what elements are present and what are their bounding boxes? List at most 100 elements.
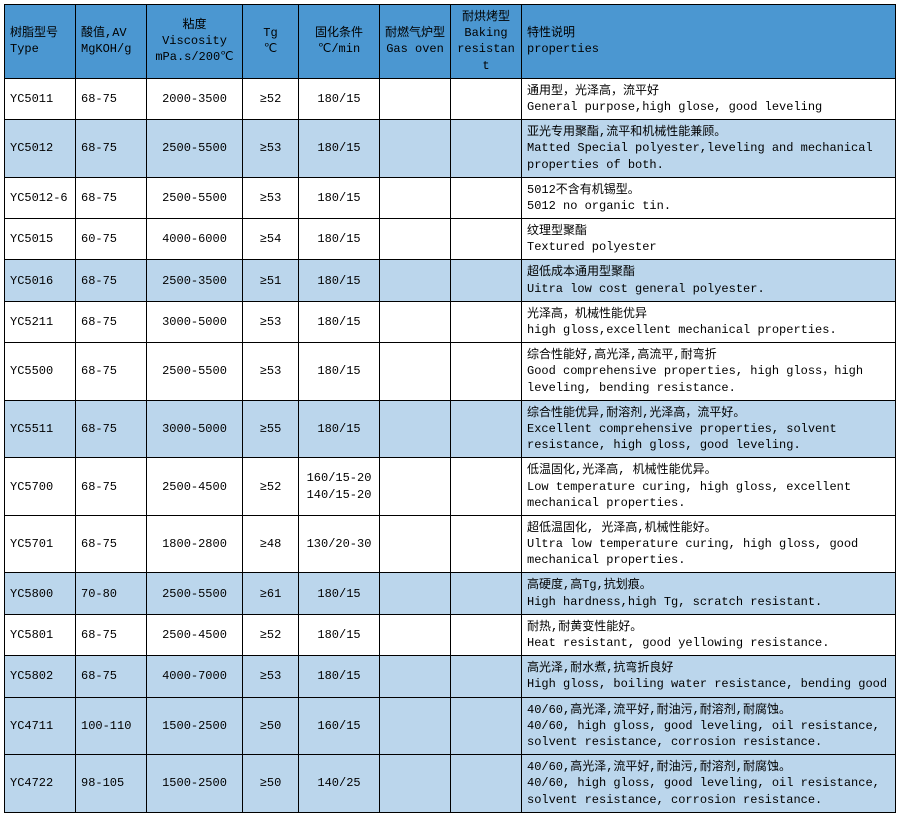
cell-cure: 180/15 bbox=[299, 400, 380, 458]
table-header: 树脂型号 Type 酸值,AV MgKOH/g 粘度 Viscosity mPa… bbox=[5, 5, 896, 79]
cell-type: YC5015 bbox=[5, 219, 76, 260]
cell-type: YC5700 bbox=[5, 458, 76, 516]
cell-prop: 亚光专用聚酯,流平和机械性能兼顾。 Matted Special polyest… bbox=[522, 120, 896, 178]
cell-prop: 40/60,高光泽,流平好,耐油污,耐溶剂,耐腐蚀。 40/60, high g… bbox=[522, 755, 896, 813]
cell-type: YC5801 bbox=[5, 614, 76, 655]
cell-prop: 通用型，光泽高，流平好 General purpose,high glose, … bbox=[522, 78, 896, 119]
cell-bake bbox=[451, 458, 522, 516]
cell-tg: ≥52 bbox=[243, 458, 299, 516]
header-cure: 固化条件 ℃/min bbox=[299, 5, 380, 79]
cell-visc: 2500-5500 bbox=[147, 120, 243, 178]
cell-type: YC5211 bbox=[5, 301, 76, 342]
table-row: YC501668-752500-3500≥51180/15超低成本通用型聚酯 U… bbox=[5, 260, 896, 301]
cell-type: YC4722 bbox=[5, 755, 76, 813]
cell-cure: 180/15 bbox=[299, 656, 380, 697]
cell-prop: 综合性能好,高光泽,高流平,耐弯折 Good comprehensive pro… bbox=[522, 343, 896, 401]
cell-tg: ≥53 bbox=[243, 177, 299, 218]
cell-tg: ≥50 bbox=[243, 755, 299, 813]
cell-bake bbox=[451, 697, 522, 755]
table-row: YC501560-754000-6000≥54180/15纹理型聚酯 Textu… bbox=[5, 219, 896, 260]
header-bake: 耐烘烤型 Baking resistant bbox=[451, 5, 522, 79]
cell-visc: 4000-6000 bbox=[147, 219, 243, 260]
cell-bake bbox=[451, 120, 522, 178]
cell-tg: ≥48 bbox=[243, 515, 299, 573]
cell-cure: 130/20-30 bbox=[299, 515, 380, 573]
cell-type: YC5012-6 bbox=[5, 177, 76, 218]
cell-type: YC5800 bbox=[5, 573, 76, 614]
table-body: YC501168-752000-3500≥52180/15通用型，光泽高，流平好… bbox=[5, 78, 896, 812]
cell-bake bbox=[451, 656, 522, 697]
cell-prop: 耐热,耐黄变性能好。 Heat resistant, good yellowin… bbox=[522, 614, 896, 655]
table-row: YC472298-1051500-2500≥50140/25 40/60,高光泽,… bbox=[5, 755, 896, 813]
cell-prop: 40/60,高光泽,流平好,耐油污,耐溶剂,耐腐蚀。 40/60, high g… bbox=[522, 697, 896, 755]
table-row: YC580268-754000-7000≥53180/15 高光泽,耐水煮,抗弯折… bbox=[5, 656, 896, 697]
cell-cure: 180/15 bbox=[299, 78, 380, 119]
cell-tg: ≥53 bbox=[243, 343, 299, 401]
cell-bake bbox=[451, 573, 522, 614]
cell-visc: 3000-5000 bbox=[147, 301, 243, 342]
header-gas: 耐燃气炉型 Gas oven bbox=[380, 5, 451, 79]
cell-tg: ≥61 bbox=[243, 573, 299, 614]
cell-acid: 68-75 bbox=[76, 656, 147, 697]
cell-visc: 1500-2500 bbox=[147, 697, 243, 755]
cell-type: YC5701 bbox=[5, 515, 76, 573]
cell-type: YC5802 bbox=[5, 656, 76, 697]
cell-acid: 68-75 bbox=[76, 78, 147, 119]
cell-prop: 超低温固化, 光泽高,机械性能好。 Ultra low temperature … bbox=[522, 515, 896, 573]
cell-gas bbox=[380, 301, 451, 342]
cell-acid: 68-75 bbox=[76, 120, 147, 178]
cell-gas bbox=[380, 120, 451, 178]
cell-tg: ≥53 bbox=[243, 656, 299, 697]
cell-gas bbox=[380, 515, 451, 573]
table-row: YC580070-802500-5500≥61180/15高硬度,高Tg,抗划痕… bbox=[5, 573, 896, 614]
cell-cure: 180/15 bbox=[299, 120, 380, 178]
table-row: YC521168-753000-5000≥53180/15光泽高，机械性能优异 … bbox=[5, 301, 896, 342]
header-visc: 粘度 Viscosity mPa.s/200℃ bbox=[147, 5, 243, 79]
cell-gas bbox=[380, 458, 451, 516]
cell-bake bbox=[451, 260, 522, 301]
cell-cure: 140/25 bbox=[299, 755, 380, 813]
cell-tg: ≥51 bbox=[243, 260, 299, 301]
cell-bake bbox=[451, 301, 522, 342]
table-row: YC501168-752000-3500≥52180/15通用型，光泽高，流平好… bbox=[5, 78, 896, 119]
cell-visc: 2000-3500 bbox=[147, 78, 243, 119]
cell-visc: 1500-2500 bbox=[147, 755, 243, 813]
cell-acid: 68-75 bbox=[76, 515, 147, 573]
cell-tg: ≥53 bbox=[243, 301, 299, 342]
cell-cure: 180/15 bbox=[299, 219, 380, 260]
cell-prop: 综合性能优异,耐溶剂,光泽高，流平好。 Excellent comprehens… bbox=[522, 400, 896, 458]
header-prop: 特性说明 properties bbox=[522, 5, 896, 79]
cell-prop: 5012不含有机锡型。 5012 no organic tin. bbox=[522, 177, 896, 218]
header-acid: 酸值,AV MgKOH/g bbox=[76, 5, 147, 79]
cell-acid: 68-75 bbox=[76, 614, 147, 655]
cell-visc: 2500-5500 bbox=[147, 573, 243, 614]
cell-gas bbox=[380, 260, 451, 301]
cell-cure: 180/15 bbox=[299, 343, 380, 401]
cell-cure: 180/15 bbox=[299, 573, 380, 614]
table-row: YC551168-753000-5000≥55180/15综合性能优异,耐溶剂,… bbox=[5, 400, 896, 458]
cell-tg: ≥53 bbox=[243, 120, 299, 178]
cell-gas bbox=[380, 755, 451, 813]
cell-visc: 2500-5500 bbox=[147, 343, 243, 401]
cell-gas bbox=[380, 78, 451, 119]
cell-prop: 高光泽,耐水煮,抗弯折良好 High gloss, boiling water … bbox=[522, 656, 896, 697]
cell-type: YC5500 bbox=[5, 343, 76, 401]
cell-tg: ≥55 bbox=[243, 400, 299, 458]
cell-gas bbox=[380, 400, 451, 458]
cell-gas bbox=[380, 614, 451, 655]
table-row: YC570068-752500-4500≥52160/15-20 140/15-… bbox=[5, 458, 896, 516]
cell-acid: 60-75 bbox=[76, 219, 147, 260]
cell-gas bbox=[380, 697, 451, 755]
cell-acid: 98-105 bbox=[76, 755, 147, 813]
cell-type: YC5012 bbox=[5, 120, 76, 178]
cell-visc: 4000-7000 bbox=[147, 656, 243, 697]
cell-visc: 2500-4500 bbox=[147, 458, 243, 516]
cell-cure: 180/15 bbox=[299, 177, 380, 218]
cell-tg: ≥52 bbox=[243, 614, 299, 655]
cell-bake bbox=[451, 78, 522, 119]
cell-bake bbox=[451, 755, 522, 813]
cell-cure: 160/15 bbox=[299, 697, 380, 755]
cell-type: YC5011 bbox=[5, 78, 76, 119]
cell-prop: 超低成本通用型聚酯 Uitra low cost general polyest… bbox=[522, 260, 896, 301]
cell-gas bbox=[380, 573, 451, 614]
